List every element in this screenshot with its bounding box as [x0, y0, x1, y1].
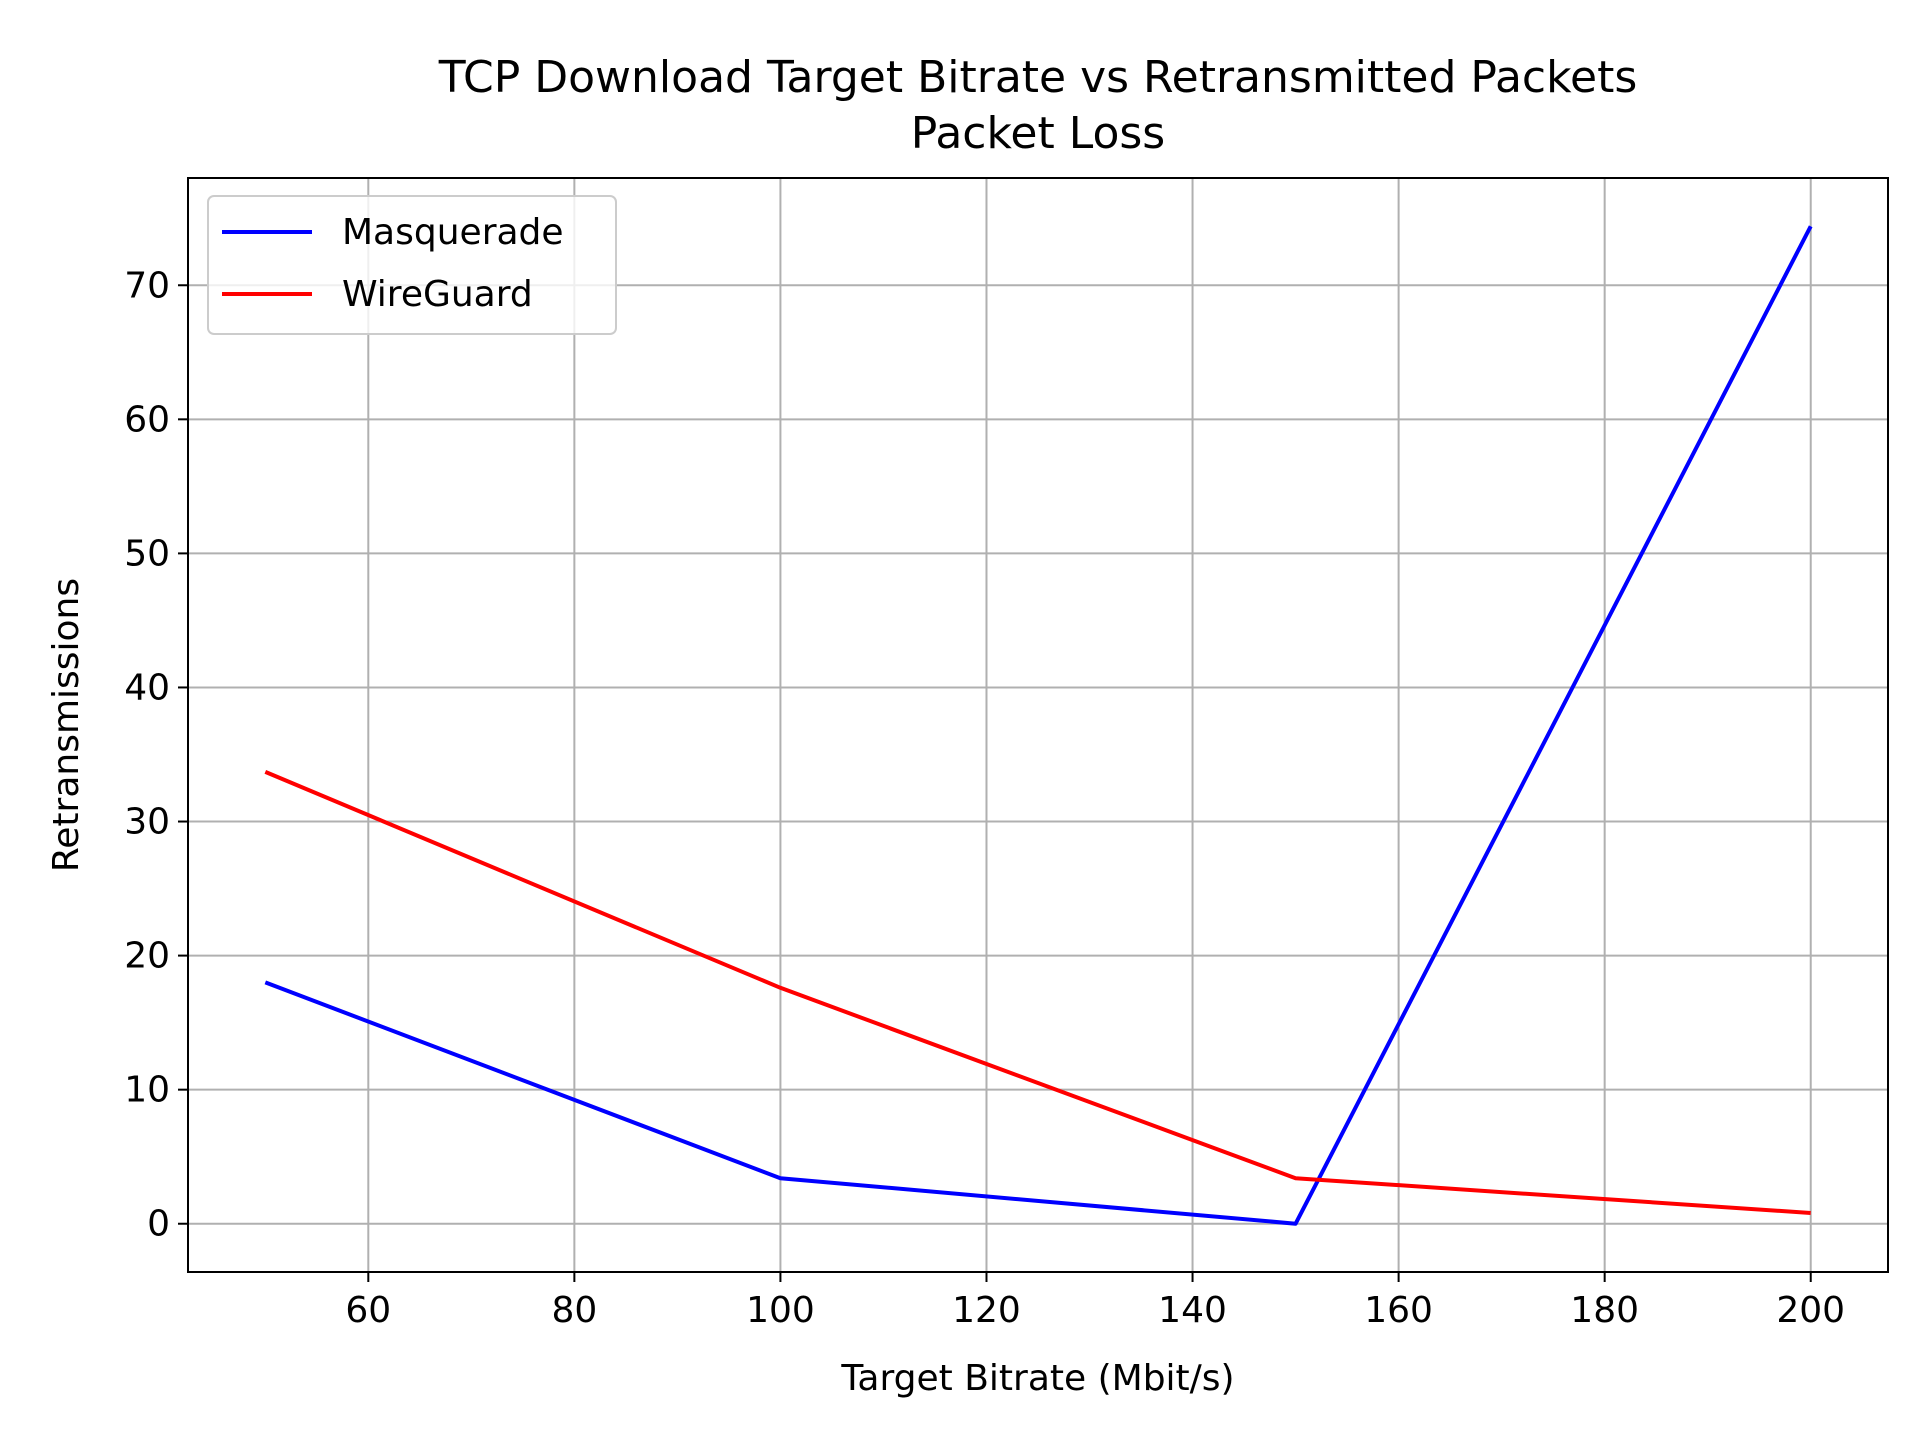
legend: Masquerade WireGuard [207, 195, 617, 335]
y-tick-label: 70 [124, 265, 170, 306]
chart-subtitle: Packet Loss [911, 108, 1165, 159]
chart-title: TCP Download Target Bitrate vs Retransmi… [438, 52, 1638, 103]
x-tick-label: 80 [551, 1290, 597, 1331]
legend-label-wireguard: WireGuard [342, 274, 533, 315]
legend-label-masquerade: Masquerade [342, 212, 564, 253]
series-layer [264, 225, 1813, 1226]
grid-layer [188, 178, 1888, 1272]
series-line-masquerade [264, 225, 1813, 1226]
x-tick-label: 200 [1776, 1290, 1845, 1331]
x-tick-label: 180 [1570, 1290, 1639, 1331]
plot-frame [187, 177, 1889, 1273]
x-tick-label: 160 [1364, 1290, 1433, 1331]
y-tick-label: 30 [124, 802, 170, 843]
x-tick-label: 60 [345, 1290, 391, 1331]
x-axis-label: Target Bitrate (Mbit/s) [840, 1358, 1234, 1399]
y-tick-label: 0 [147, 1204, 170, 1245]
x-tick-label: 100 [746, 1290, 815, 1331]
x-tick-label: 120 [952, 1290, 1021, 1331]
y-tick-label: 40 [124, 667, 170, 708]
y-tick-label: 20 [124, 936, 170, 977]
series-line-wireguard [264, 770, 1811, 1215]
y-axis-label: Retransmissions [46, 578, 87, 872]
y-tick-label: 50 [124, 533, 170, 574]
tick-layer: 60 80 100 120 140 160 180 200 0 10 20 30 40 50 60 70 [124, 265, 1845, 1331]
y-tick-label: 60 [124, 399, 170, 440]
y-tick-label: 10 [124, 1070, 170, 1111]
x-tick-label: 140 [1158, 1290, 1227, 1331]
